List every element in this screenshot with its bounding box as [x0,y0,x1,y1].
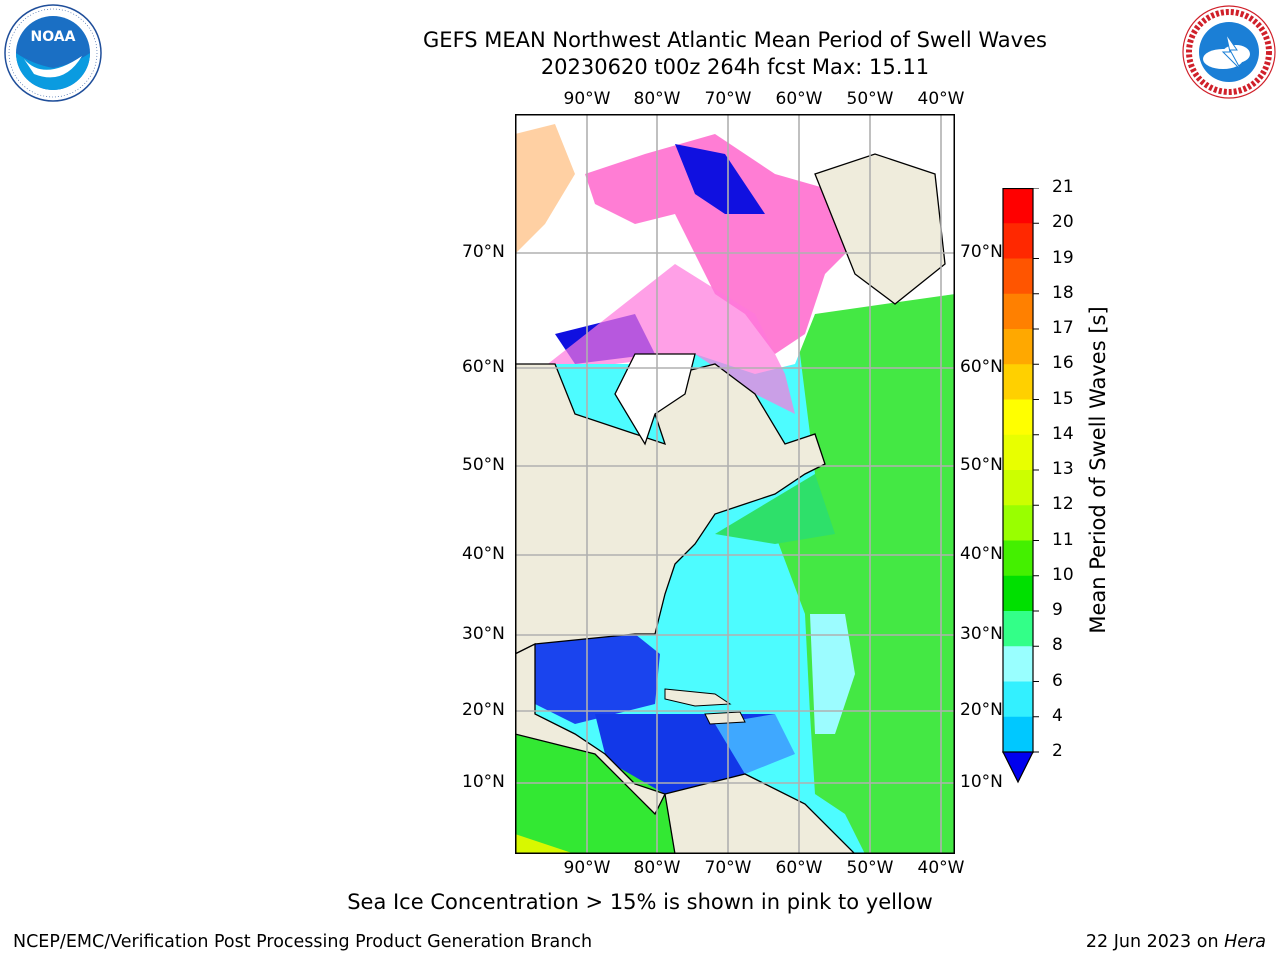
colorbar-tick-label: 6 [1052,670,1063,691]
footer-credit: NCEP/EMC/Verification Post Processing Pr… [13,932,593,952]
colorbar-band [1003,540,1033,577]
lat-label-right: 20°N [960,700,1003,720]
map-subtitle: 20230620 t00z 264h fcst Max: 15.11 [540,55,930,79]
lat-label-right: 70°N [960,242,1003,262]
lat-label-left: 10°N [462,772,505,792]
colorbar-tick-label: 10 [1052,564,1074,585]
lat-label-right: 50°N [960,455,1003,475]
south-america-land [664,773,856,854]
colorbar-band [1003,223,1033,259]
colorbar-band [1003,293,1033,330]
lat-label-right: 10°N [960,772,1003,792]
noaa-logo-text: NOAA [31,29,76,45]
hispaniola-island [704,711,746,725]
lat-label-left: 70°N [462,242,505,262]
colorbar-band [1003,329,1033,365]
colorbar-tick-label: 11 [1052,529,1074,550]
lat-label-left: 30°N [462,624,505,644]
north-america-land [515,363,826,655]
colorbar-band [1003,188,1033,224]
lon-label-top: 60°W [775,89,823,109]
lon-label-bottom: 90°W [563,858,611,878]
central-america-land [515,642,666,816]
swell-green-north [715,474,835,544]
caribbean-east-region [715,714,795,774]
colorbar-band [1003,575,1033,612]
hudson-bay [614,353,696,446]
colorbar-band [1003,258,1033,295]
lat-label-left: 40°N [462,544,505,564]
colorbar-band [1003,611,1033,647]
colorbar-tick-label: 17 [1052,318,1074,338]
lon-label-top: 40°W [917,89,965,109]
colorbar-tick-label: 2 [1052,741,1063,761]
sea-ice-note: Sea Ice Concentration > 15% is shown in … [347,890,933,914]
noaa-logo-icon: NOAA [4,4,102,106]
colorbar-tick-label: 14 [1052,423,1074,444]
map-title: GEFS MEAN Northwest Atlantic Mean Period… [423,28,1047,52]
lon-label-top: 90°W [563,89,611,109]
colorbar-band [1003,505,1033,541]
lon-label-top: 70°W [704,89,752,109]
colorbar-tick-label: 4 [1052,705,1063,726]
colorbar-band [1003,470,1033,506]
gulf-low-period [535,634,660,724]
nws-logo-icon [1181,4,1277,104]
colorbar-band [1003,399,1033,436]
lon-label-bottom: 80°W [633,858,681,878]
lon-label-bottom: 50°W [846,858,894,878]
lat-label-right: 60°N [960,357,1003,377]
arctic-low-period-north [675,144,765,214]
colorbar-tick-label: 12 [1052,494,1074,515]
colorbar-band [1003,716,1033,753]
colorbar-tick-label: 18 [1052,282,1074,303]
cuba-island [664,688,732,707]
colorbar-tick-label: 13 [1052,459,1074,479]
lon-label-top: 50°W [846,89,894,109]
colorbar-svg [1002,187,1039,784]
lon-label-bottom: 40°W [917,858,965,878]
lat-label-right: 30°N [960,624,1003,644]
colorbar-tick-label: 16 [1052,353,1074,374]
lon-label-bottom: 60°W [775,858,823,878]
pacific-swell-region [515,734,685,854]
lat-label-right: 40°N [960,544,1003,564]
colorbar-band [1003,364,1033,400]
lat-label-left: 50°N [462,455,505,475]
colorbar-band [1003,434,1033,471]
colorbar-tick-label: 20 [1052,212,1074,233]
colorbar-tick-label: 21 [1052,177,1074,197]
map-panel [515,114,955,858]
colorbar [1002,187,1042,788]
map-frame [515,114,955,854]
swell-pale-region [810,614,855,734]
colorbar-title: Mean Period of Swell Waves [s] [1086,306,1110,634]
colorbar-tick-label: 19 [1052,247,1074,268]
map-svg [515,114,955,854]
colorbar-band [1003,681,1033,718]
pacific-yellow-region [515,834,575,854]
colorbar-band [1003,646,1033,682]
sea-ice-orange [515,124,575,254]
map-gridlines [515,114,955,854]
colorbar-extend-arrow [1002,751,1034,784]
colorbar-tick-label: 8 [1052,635,1063,656]
lat-label-left: 60°N [462,357,505,377]
footer-date-text: 22 Jun 2023 on [1085,932,1219,952]
greenland-land [814,153,946,305]
lon-label-bottom: 70°W [704,858,752,878]
colorbar-tick-label: 9 [1052,600,1063,620]
footer-host: Hera [1224,932,1266,952]
lon-label-top: 80°W [633,89,681,109]
colorbar-tick-label: 15 [1052,388,1074,409]
sea-ice-pink [585,134,855,354]
footer-date: 22 Jun 2023 on Hera [1086,932,1266,952]
lat-label-left: 20°N [462,700,505,720]
